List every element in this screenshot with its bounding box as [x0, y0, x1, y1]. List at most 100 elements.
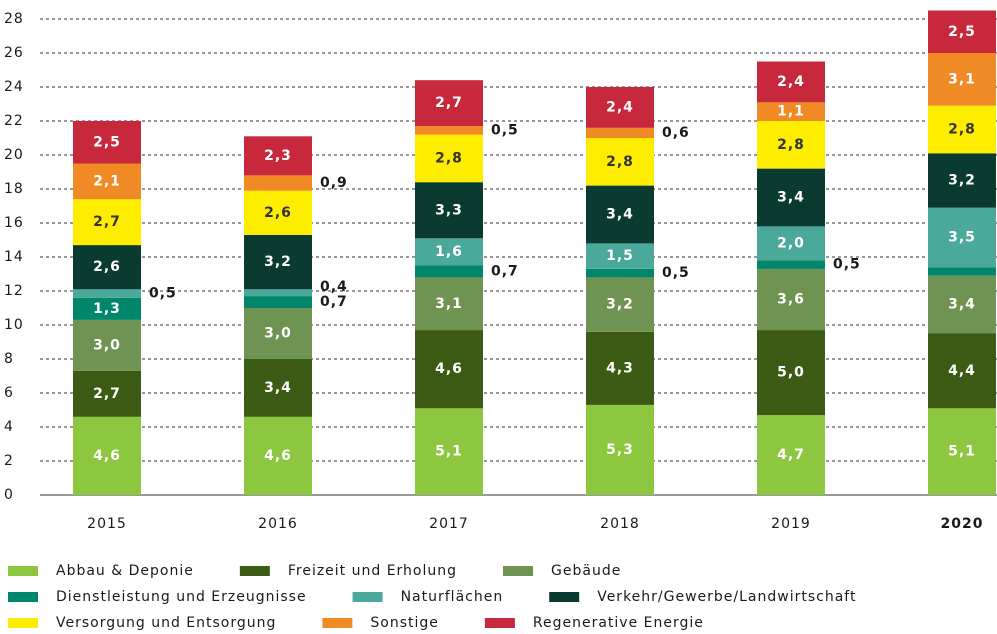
data-label: 0,7 — [491, 263, 519, 279]
bar-segment — [928, 207, 996, 268]
data-label: 3,0 — [93, 337, 121, 353]
data-label: 4,7 — [777, 447, 805, 463]
legend-label: Naturflächen — [401, 589, 504, 605]
bar-segment — [244, 190, 312, 235]
legend-swatch — [8, 618, 38, 628]
bar-segment — [757, 121, 825, 169]
x-tick-label: 2017 — [429, 516, 469, 532]
bar-segment — [415, 80, 483, 127]
y-tick-label: 10 — [4, 317, 24, 333]
bar-segment — [244, 416, 312, 495]
bar-segment — [244, 296, 312, 308]
bar-segment — [757, 415, 825, 495]
bar-segment — [415, 277, 483, 331]
bar-segment — [415, 330, 483, 409]
y-tick-label: 8 — [4, 351, 14, 367]
data-label: 3,4 — [777, 190, 805, 206]
x-tick-label: 2016 — [258, 516, 298, 532]
bar-segment — [586, 127, 654, 138]
legend-swatch — [549, 592, 580, 602]
data-label: 0,7 — [320, 294, 348, 310]
bar-segment — [73, 199, 141, 246]
bar-segment — [586, 243, 654, 269]
legend-swatch — [8, 592, 38, 602]
legend-swatch — [503, 566, 534, 576]
y-tick-label: 28 — [4, 11, 24, 27]
bar-segment — [244, 175, 312, 191]
bar-segment — [928, 408, 996, 495]
bar-segment — [586, 185, 654, 244]
y-tick-label: 6 — [4, 385, 14, 401]
bar-segment — [757, 61, 825, 103]
data-label: 4,6 — [264, 448, 292, 464]
y-tick-label: 0 — [4, 487, 14, 503]
bar-segment — [244, 289, 312, 297]
data-label: 5,1 — [948, 444, 976, 460]
data-label: 0,5 — [491, 122, 519, 138]
data-label: 2,5 — [948, 24, 976, 40]
legend-label: Regenerative Energie — [533, 615, 704, 631]
x-tick-label: 2019 — [771, 516, 811, 532]
legend-label: Verkehr/Gewerbe/Landwirtschaft — [597, 589, 856, 605]
data-label: 4,6 — [435, 361, 463, 377]
y-tick-label: 2 — [4, 453, 14, 469]
data-label: 0,5 — [149, 286, 177, 302]
x-tick-label: 2020 — [941, 516, 984, 532]
y-tick-label: 12 — [4, 283, 24, 299]
data-label: 0,6 — [662, 125, 690, 141]
data-label: 3,4 — [606, 207, 634, 223]
bar-segment — [73, 289, 141, 298]
data-label: 3,4 — [948, 297, 976, 313]
bar-segment — [586, 138, 654, 186]
legend-label: Versorgung und Entsorgung — [56, 615, 276, 631]
data-label: 2,6 — [93, 259, 121, 275]
bar-segment — [928, 267, 996, 276]
data-label: 2,8 — [435, 150, 463, 166]
legend-label: Gebäude — [551, 563, 621, 579]
bar-segment — [415, 408, 483, 495]
bar-segment — [928, 105, 996, 154]
data-label: 2,7 — [93, 214, 121, 230]
bar-segment — [928, 53, 996, 106]
data-label: 1,5 — [606, 248, 634, 264]
bar-segment — [244, 234, 312, 290]
bar-segment — [415, 265, 483, 278]
data-label: 5,0 — [777, 365, 805, 381]
bar-segment — [415, 126, 483, 135]
bar-segment — [73, 121, 141, 164]
bar-segment — [757, 268, 825, 331]
bar-segment — [586, 87, 654, 128]
data-label: 2,5 — [93, 134, 121, 150]
data-label: 0,5 — [833, 257, 861, 273]
y-tick-label: 24 — [4, 79, 24, 95]
data-label: 2,4 — [606, 99, 634, 115]
data-label: 3,6 — [777, 292, 805, 308]
bar-segment — [73, 245, 141, 290]
legend-swatch — [8, 566, 38, 576]
data-label: 1,3 — [93, 301, 121, 317]
y-tick-label: 14 — [4, 249, 24, 265]
x-tick-label: 2018 — [600, 516, 640, 532]
data-label: 0,9 — [320, 175, 348, 191]
bar-segment — [415, 134, 483, 183]
data-label: 4,6 — [93, 448, 121, 464]
legend-swatch — [239, 566, 270, 576]
legend-label: Abbau & Deponie — [56, 563, 194, 579]
y-tick-label: 26 — [4, 45, 24, 61]
bar-segment — [244, 308, 312, 359]
bar-segment — [244, 136, 312, 176]
y-tick-label: 22 — [4, 113, 24, 129]
legend-label: Dienstleistung und Erzeugnisse — [56, 589, 307, 605]
x-tick-label: 2015 — [87, 516, 127, 532]
data-label: 2,0 — [777, 235, 805, 251]
data-label: 2,4 — [777, 74, 805, 90]
bar-segment — [73, 370, 141, 417]
bar-segment — [757, 260, 825, 269]
y-tick-label: 20 — [4, 147, 24, 163]
data-label: 1,6 — [435, 244, 463, 260]
y-tick-label: 16 — [4, 215, 24, 231]
y-tick-label: 4 — [4, 419, 14, 435]
bar-segment — [586, 268, 654, 278]
bar-segment — [244, 359, 312, 417]
